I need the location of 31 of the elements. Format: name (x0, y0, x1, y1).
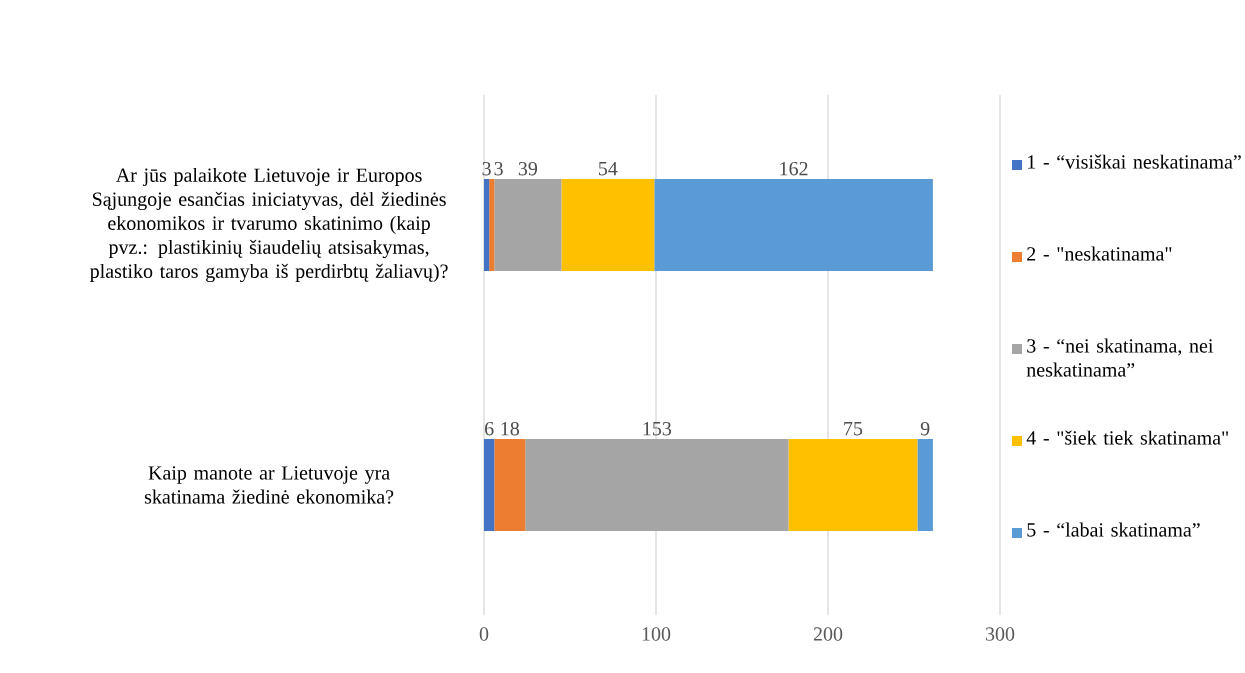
legend-label: 3 - “nei skatinama, nei neskatinama” (1026, 338, 1214, 377)
bar (489, 178, 495, 271)
x-tick-label: 0 (479, 627, 489, 641)
data-label: 75 (844, 422, 863, 436)
data-label: 3 (482, 161, 491, 176)
x-tick-label: 200 (813, 627, 843, 641)
bar (484, 438, 495, 531)
bar (525, 438, 789, 531)
data-label: 54 (599, 162, 618, 176)
y-tick-label: Kaip manote ar Lietuvoje yra skatinama žiedinė ekonomika? (144, 466, 394, 504)
bar (484, 178, 490, 271)
data-label: 3 (494, 161, 503, 176)
bar (494, 178, 562, 271)
bar (654, 178, 933, 271)
data-label: 39 (518, 161, 538, 176)
bar (917, 438, 933, 531)
bar (494, 438, 526, 531)
data-label: 6 (485, 421, 494, 436)
legend-label: 5 - “labai skatinama” (1027, 522, 1200, 537)
data-label: 162 (780, 161, 808, 176)
x-tick-label: 300 (985, 627, 1015, 641)
data-label: 9 (920, 421, 930, 436)
bar (561, 178, 655, 271)
legend-label: 2 - "neskatinama" (1027, 246, 1172, 261)
x-tick-label: 100 (642, 627, 671, 641)
y-tick-label: Ar jūs palaikote Lietuvoje ir Europos Sąjungoje esančias iniciatyvas, dėl žiedinės ekonomikos ir tvarumo skatinimo (kaip pvz.: plastikinių šiaudelių atsisakymas, plastiko taros gamyba iš perdirbtų žaliavų)? (90, 167, 448, 283)
data-label: 153 (643, 421, 672, 436)
data-label: 18 (501, 421, 520, 436)
legend-label: 1 - “visiškai neskatinama” (1028, 154, 1241, 169)
legend-label: 4 - "šiek tiek skatinama" (1026, 430, 1228, 445)
bar (788, 438, 918, 531)
